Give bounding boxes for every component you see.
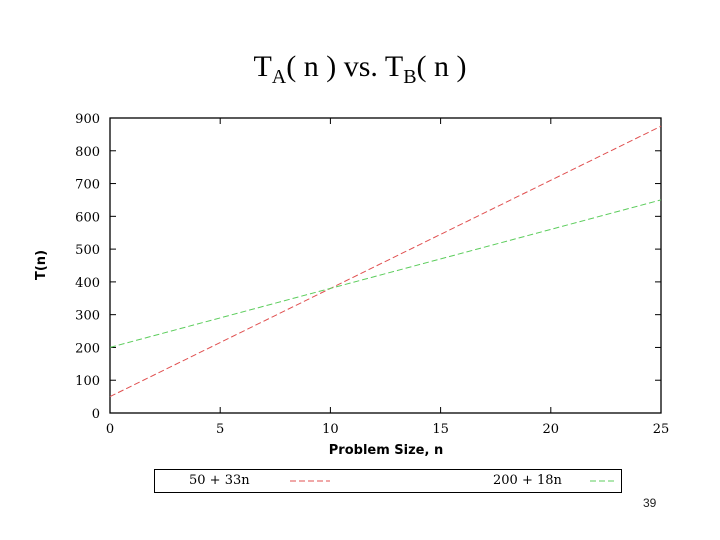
y-tick-label: 0 (92, 407, 100, 422)
title-sub-a: A (271, 66, 287, 88)
y-tick-label: 600 (75, 210, 100, 225)
title-end: ( n ) (416, 50, 467, 83)
slide-title: TA( n ) vs. TB( n ) (0, 50, 720, 89)
y-tick-label: 400 (75, 276, 100, 291)
y-tick-label: 500 (75, 243, 100, 258)
x-tick-label: 15 (432, 422, 449, 437)
title-t-a: T (253, 50, 272, 83)
plot-frame (109, 117, 662, 414)
series-line-0 (109, 125, 662, 398)
y-tick-label: 100 (75, 374, 100, 389)
legend-entry-series-a: 50 + 33n (189, 473, 250, 488)
y-tick-label: 200 (75, 341, 100, 356)
title-sub-b: B (403, 66, 417, 88)
title-mid: ( n ) vs. T (286, 50, 404, 83)
chart-series (109, 125, 662, 398)
x-tick-label: 5 (216, 422, 224, 437)
y-tick-label: 800 (75, 145, 100, 160)
x-tick-label: 25 (653, 422, 670, 437)
x-axis-label: Problem Size, n (329, 443, 443, 458)
y-axis-label: T(n) (34, 250, 49, 280)
y-tick-label: 300 (75, 309, 100, 324)
y-tick-label: 900 (75, 112, 100, 127)
legend-entry-series-b: 200 + 18n (493, 473, 562, 488)
y-tick-label: 700 (75, 178, 100, 193)
chart-legend: 50 + 33n 200 + 18n (154, 469, 622, 493)
chart-axes: 0 100 200 300 400 500 600 700 800 900 0 5 10 15 20 25 (75, 112, 670, 482)
x-tick-label: 20 (543, 422, 560, 437)
series-line-1 (109, 199, 662, 348)
x-tick-label: 10 (322, 422, 339, 437)
x-tick-label: 0 (106, 422, 114, 437)
page-number: 39 (643, 496, 657, 510)
